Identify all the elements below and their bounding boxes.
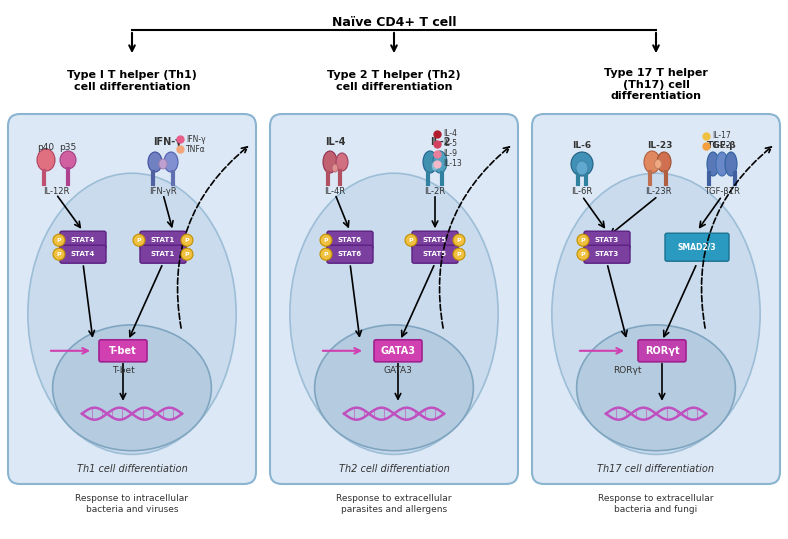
Circle shape — [453, 248, 465, 260]
Circle shape — [320, 248, 332, 260]
Ellipse shape — [552, 173, 760, 454]
Text: Response to extracellular
parasites and allergens: Response to extracellular parasites and … — [336, 494, 452, 514]
Circle shape — [577, 248, 589, 260]
Text: P: P — [184, 238, 189, 243]
FancyBboxPatch shape — [532, 114, 780, 484]
Text: STAT3: STAT3 — [595, 237, 619, 243]
Ellipse shape — [290, 173, 498, 454]
FancyBboxPatch shape — [8, 114, 256, 484]
Ellipse shape — [725, 152, 737, 176]
Text: STAT4: STAT4 — [71, 237, 95, 243]
Text: IL-5: IL-5 — [443, 140, 457, 149]
Text: IL-4: IL-4 — [443, 129, 457, 139]
Text: IFN-γ: IFN-γ — [186, 135, 206, 143]
Text: IFN-γR: IFN-γR — [149, 188, 177, 197]
Text: P: P — [136, 238, 141, 243]
Ellipse shape — [159, 159, 167, 169]
Text: GATA3: GATA3 — [381, 346, 415, 356]
Text: TGF-β: TGF-β — [707, 142, 737, 150]
FancyBboxPatch shape — [60, 231, 106, 249]
Circle shape — [453, 234, 465, 246]
Text: IL-12R: IL-12R — [43, 188, 69, 197]
Text: STAT6: STAT6 — [338, 237, 362, 243]
FancyBboxPatch shape — [60, 245, 106, 263]
Text: p40: p40 — [38, 143, 54, 153]
Text: P: P — [324, 238, 329, 243]
FancyBboxPatch shape — [140, 231, 186, 249]
Ellipse shape — [707, 152, 719, 176]
Text: Response to intracellular
bacteria and viruses: Response to intracellular bacteria and v… — [76, 494, 188, 514]
Text: GATA3: GATA3 — [384, 367, 412, 375]
Text: STAT3: STAT3 — [595, 251, 619, 257]
Circle shape — [133, 234, 145, 246]
Text: STAT1: STAT1 — [151, 251, 175, 257]
Text: IL-17: IL-17 — [712, 132, 730, 141]
Text: IL-2R: IL-2R — [425, 188, 445, 197]
FancyBboxPatch shape — [99, 340, 147, 362]
Circle shape — [181, 248, 193, 260]
FancyBboxPatch shape — [270, 114, 518, 484]
FancyBboxPatch shape — [665, 233, 729, 261]
Text: IL-6R: IL-6R — [571, 188, 593, 197]
Circle shape — [181, 234, 193, 246]
Ellipse shape — [423, 151, 437, 173]
Text: TNFα: TNFα — [186, 144, 206, 154]
Text: Naïve CD4+ T cell: Naïve CD4+ T cell — [332, 16, 456, 29]
Ellipse shape — [323, 151, 337, 173]
Text: P: P — [581, 252, 585, 257]
Text: IL-23: IL-23 — [647, 142, 673, 150]
FancyBboxPatch shape — [412, 245, 458, 263]
Text: IL-2: IL-2 — [429, 137, 450, 147]
Ellipse shape — [716, 152, 728, 176]
Ellipse shape — [332, 164, 338, 172]
Text: p35: p35 — [59, 143, 76, 153]
Text: T-bet: T-bet — [109, 346, 137, 356]
Ellipse shape — [644, 151, 660, 173]
Ellipse shape — [336, 153, 348, 171]
Ellipse shape — [576, 161, 588, 175]
Ellipse shape — [164, 152, 178, 172]
Ellipse shape — [60, 151, 76, 169]
Ellipse shape — [657, 152, 671, 172]
FancyBboxPatch shape — [140, 245, 186, 263]
Text: P: P — [57, 238, 61, 243]
Circle shape — [53, 234, 65, 246]
Text: Th17 cell differentiation: Th17 cell differentiation — [597, 464, 715, 474]
Circle shape — [53, 248, 65, 260]
Text: Type 17 T helper
(Th17) cell
differentiation: Type 17 T helper (Th17) cell differentia… — [604, 68, 708, 101]
Text: P: P — [457, 238, 461, 243]
FancyBboxPatch shape — [584, 245, 630, 263]
Circle shape — [320, 234, 332, 246]
Text: Type 2 T helper (Th2)
cell differentiation: Type 2 T helper (Th2) cell differentiati… — [327, 70, 461, 92]
Text: P: P — [457, 252, 461, 257]
Text: Th2 cell differentiation: Th2 cell differentiation — [339, 464, 449, 474]
Ellipse shape — [433, 151, 447, 173]
FancyBboxPatch shape — [374, 340, 422, 362]
Ellipse shape — [314, 325, 474, 451]
Text: IL-22: IL-22 — [712, 142, 730, 150]
FancyBboxPatch shape — [327, 245, 373, 263]
Text: SMAD2/3: SMAD2/3 — [678, 243, 716, 252]
Circle shape — [405, 234, 417, 246]
Text: P: P — [409, 238, 414, 243]
Text: STAT1: STAT1 — [151, 237, 175, 243]
Text: STAT5: STAT5 — [423, 251, 447, 257]
Text: Response to extracellular
bacteria and fungi: Response to extracellular bacteria and f… — [598, 494, 714, 514]
Text: P: P — [324, 252, 329, 257]
Ellipse shape — [37, 149, 55, 171]
Text: RORγt: RORγt — [645, 346, 679, 356]
FancyBboxPatch shape — [412, 231, 458, 249]
Text: RORγt: RORγt — [613, 367, 641, 375]
Text: TGF-β1R: TGF-β1R — [704, 188, 740, 197]
Text: STAT5: STAT5 — [423, 237, 447, 243]
Text: T-bet: T-bet — [112, 367, 135, 375]
Text: IL-4R: IL-4R — [325, 188, 346, 197]
Text: P: P — [184, 252, 189, 257]
Text: P: P — [581, 238, 585, 243]
Ellipse shape — [53, 325, 211, 451]
FancyBboxPatch shape — [638, 340, 686, 362]
Text: IL-4: IL-4 — [325, 137, 345, 147]
Text: Type I T helper (Th1)
cell differentiation: Type I T helper (Th1) cell differentiati… — [67, 70, 197, 92]
Ellipse shape — [571, 152, 593, 176]
Text: IL-9: IL-9 — [443, 149, 457, 158]
